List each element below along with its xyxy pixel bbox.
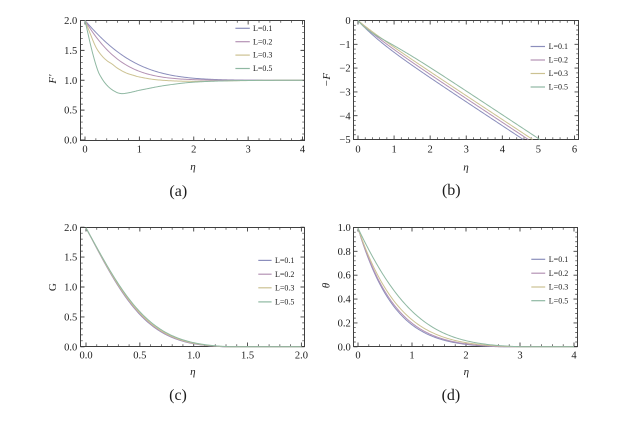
svg-text:4: 4	[571, 351, 577, 362]
svg-text:G: G	[47, 283, 59, 291]
svg-text:0.8: 0.8	[338, 247, 351, 258]
svg-text:1.5: 1.5	[241, 351, 254, 362]
svg-text:F′: F′	[47, 74, 59, 85]
svg-text:0.0: 0.0	[338, 342, 351, 353]
svg-text:−F: −F	[321, 73, 333, 87]
svg-text:L=0.2: L=0.2	[275, 270, 294, 279]
svg-text:2.0: 2.0	[64, 16, 77, 27]
svg-text:0: 0	[345, 16, 350, 27]
svg-text:1.5: 1.5	[64, 253, 77, 264]
svg-text:−4: −4	[339, 111, 351, 122]
svg-text:4: 4	[300, 144, 306, 155]
svg-text:−1: −1	[339, 40, 350, 51]
svg-text:L=0.5: L=0.5	[253, 64, 272, 73]
svg-text:1: 1	[137, 144, 142, 155]
svg-text:L=0.2: L=0.2	[549, 269, 568, 278]
svg-text:0: 0	[82, 144, 87, 155]
svg-text:(b): (b)	[442, 182, 461, 199]
svg-text:(d): (d)	[442, 387, 461, 404]
svg-text:L=0.3: L=0.3	[549, 283, 568, 292]
svg-text:2: 2	[191, 144, 196, 155]
svg-text:−3: −3	[339, 87, 350, 98]
svg-text:2.0: 2.0	[295, 351, 308, 362]
svg-text:0: 0	[355, 144, 360, 155]
svg-text:η: η	[190, 366, 195, 378]
svg-text:0.5: 0.5	[64, 312, 77, 323]
svg-text:L=0.2: L=0.2	[549, 56, 568, 65]
svg-text:5: 5	[536, 144, 541, 155]
svg-text:L=0.5: L=0.5	[549, 83, 568, 92]
svg-text:0.2: 0.2	[338, 318, 351, 329]
svg-text:1.0: 1.0	[187, 351, 200, 362]
svg-text:L=0.1: L=0.1	[275, 256, 294, 265]
svg-text:(a): (a)	[169, 183, 187, 200]
svg-text:0.0: 0.0	[79, 351, 92, 362]
svg-text:3: 3	[464, 144, 469, 155]
svg-text:L=0.2: L=0.2	[253, 37, 272, 46]
svg-text:−2: −2	[339, 64, 350, 75]
svg-text:L=0.1: L=0.1	[253, 24, 272, 33]
svg-text:(c): (c)	[169, 387, 187, 404]
svg-text:θ: θ	[320, 282, 332, 288]
svg-text:L=0.3: L=0.3	[549, 69, 568, 78]
svg-text:2.0: 2.0	[64, 223, 77, 234]
svg-text:4: 4	[500, 144, 506, 155]
svg-text:0.0: 0.0	[64, 342, 77, 353]
svg-text:−5: −5	[339, 135, 350, 146]
svg-text:2: 2	[463, 351, 468, 362]
svg-text:1.0: 1.0	[338, 223, 351, 234]
svg-text:0.6: 0.6	[338, 271, 351, 282]
svg-text:η: η	[463, 162, 468, 174]
svg-text:3: 3	[517, 351, 522, 362]
svg-text:η: η	[464, 366, 469, 378]
svg-text:1.0: 1.0	[64, 283, 77, 294]
svg-text:0.5: 0.5	[133, 351, 146, 362]
svg-text:0.4: 0.4	[338, 295, 352, 306]
svg-text:L=0.1: L=0.1	[549, 42, 568, 51]
svg-text:L=0.3: L=0.3	[253, 51, 272, 60]
svg-text:6: 6	[572, 144, 577, 155]
svg-text:η: η	[190, 161, 195, 173]
svg-text:L=0.5: L=0.5	[275, 298, 294, 307]
svg-text:0: 0	[355, 351, 360, 362]
svg-text:1.0: 1.0	[64, 76, 77, 87]
svg-text:L=0.5: L=0.5	[549, 296, 568, 305]
svg-text:L=0.3: L=0.3	[275, 283, 294, 292]
svg-text:1: 1	[409, 351, 414, 362]
svg-text:2: 2	[428, 144, 433, 155]
svg-text:L=0.1: L=0.1	[549, 255, 568, 264]
svg-text:3: 3	[246, 144, 251, 155]
svg-text:0.0: 0.0	[64, 136, 77, 147]
svg-text:0.5: 0.5	[64, 106, 77, 117]
svg-text:1: 1	[391, 144, 396, 155]
svg-text:1.5: 1.5	[64, 46, 77, 57]
